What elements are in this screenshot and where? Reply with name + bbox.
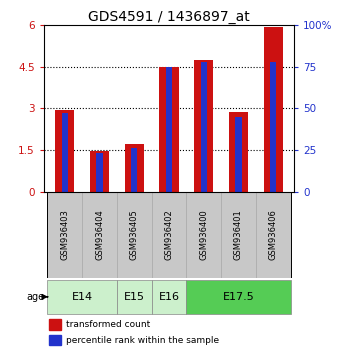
Text: transformed count: transformed count	[67, 320, 151, 329]
Bar	[201, 62, 207, 192]
Bar	[264, 27, 283, 192]
Text: GSM936403: GSM936403	[60, 209, 69, 260]
Bar	[160, 67, 178, 192]
Text: GSM936405: GSM936405	[130, 210, 139, 260]
Bar	[256, 192, 291, 278]
Text: E16: E16	[159, 292, 179, 302]
Bar	[62, 113, 68, 192]
Bar	[90, 150, 109, 192]
Bar	[47, 280, 117, 314]
Bar	[47, 192, 82, 278]
Bar	[152, 280, 186, 314]
Bar	[117, 192, 152, 278]
Bar	[49, 319, 62, 330]
Bar	[117, 280, 152, 314]
Bar	[221, 192, 256, 278]
Bar	[186, 280, 291, 314]
Text: GSM936404: GSM936404	[95, 210, 104, 260]
Text: age: age	[26, 292, 45, 302]
Bar	[96, 153, 103, 192]
Bar	[49, 335, 62, 346]
Bar	[194, 61, 213, 192]
Bar	[152, 192, 186, 278]
Bar	[229, 113, 248, 192]
Bar	[186, 192, 221, 278]
Text: GSM936406: GSM936406	[269, 209, 278, 260]
Bar	[166, 67, 172, 192]
Bar	[55, 110, 74, 192]
Bar	[125, 144, 144, 192]
Bar	[270, 62, 276, 192]
Text: GSM936401: GSM936401	[234, 210, 243, 260]
Bar	[82, 192, 117, 278]
Text: E14: E14	[72, 292, 93, 302]
Text: GSM936402: GSM936402	[165, 210, 173, 260]
Bar	[131, 148, 137, 192]
Text: percentile rank within the sample: percentile rank within the sample	[67, 336, 220, 344]
Text: E17.5: E17.5	[223, 292, 255, 302]
Bar	[235, 117, 242, 192]
Text: GSM936400: GSM936400	[199, 210, 208, 260]
Title: GDS4591 / 1436897_at: GDS4591 / 1436897_at	[88, 10, 250, 24]
Text: E15: E15	[124, 292, 145, 302]
